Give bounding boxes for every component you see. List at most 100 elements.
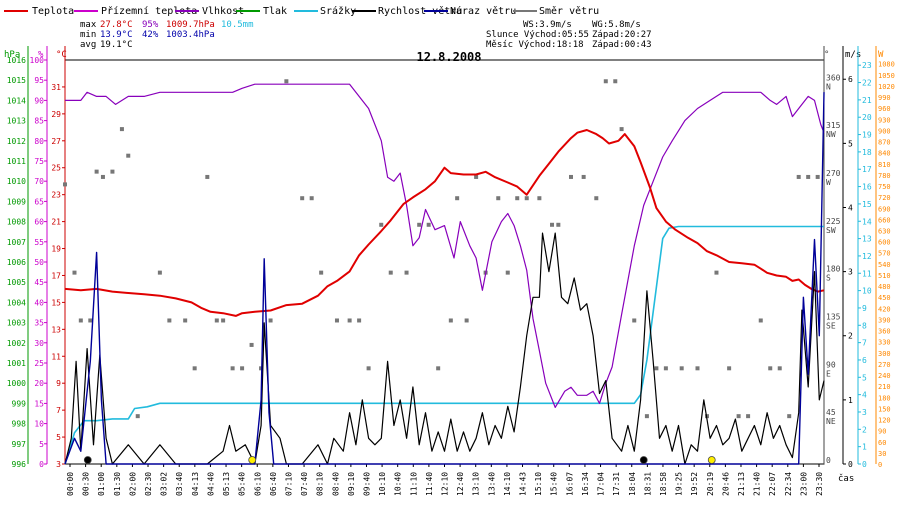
x-tick-label: 11:10 xyxy=(409,472,418,496)
rain-tick-label: 5 xyxy=(862,373,867,382)
direction-tick-label: 0 xyxy=(826,456,831,465)
temperature-tick-label: 7 xyxy=(56,406,61,415)
wind-direction-point xyxy=(379,222,384,227)
wind-direction-point xyxy=(63,182,67,187)
radiation-tick-label: 60 xyxy=(878,439,886,447)
wind-direction-point xyxy=(663,366,668,371)
wind-direction-point xyxy=(300,196,305,201)
x-tick-label: 06:10 xyxy=(253,472,262,496)
radiation-tick-label: 300 xyxy=(878,350,891,358)
stats-max-press: 1009.7hPa xyxy=(166,20,215,30)
humidity-tick-label: 35 xyxy=(34,319,44,328)
legend-label-teplota: Teplota xyxy=(32,6,74,17)
stats-max-temp: 27.8°C xyxy=(100,20,133,30)
direction-tick-dir: SE xyxy=(826,321,836,330)
rain-tick-label: 2 xyxy=(862,425,867,434)
wind-speed-line xyxy=(64,232,825,465)
wind-direction-point xyxy=(126,153,131,158)
temperature-tick-label: 13 xyxy=(51,325,61,334)
rain-tick-label: 15 xyxy=(862,200,872,209)
wind-direction-point xyxy=(417,222,422,227)
radiation-tick-label: 240 xyxy=(878,372,891,380)
wind-direction-point xyxy=(183,318,188,323)
x-tick-label: 15:10 xyxy=(534,472,543,496)
pressure-tick-label: 1005 xyxy=(7,278,26,287)
wind-direction-point xyxy=(347,318,352,323)
radiation-tick-label: 1020 xyxy=(878,83,895,91)
wind-direction-point xyxy=(249,342,254,347)
temperature-tick-label: 19 xyxy=(51,245,61,254)
wind-direction-point xyxy=(695,366,700,371)
stats-wg: WG:5.8m/s xyxy=(592,20,641,30)
wind-direction-point xyxy=(496,196,501,201)
temperature-tick-label: 9 xyxy=(56,379,61,388)
pressure-tick-label: 1009 xyxy=(7,197,26,206)
pressure-tick-label: 1010 xyxy=(7,177,26,186)
direction-tick-label: 180 xyxy=(826,265,841,274)
radiation-tick-label: 660 xyxy=(878,216,891,224)
humidity-tick-label: 40 xyxy=(34,298,44,307)
radiation-tick-label: 570 xyxy=(878,250,891,258)
rain-tick-label: 7 xyxy=(862,339,867,348)
rain-tick-label: 21 xyxy=(862,96,872,105)
pressure-tick-label: 1015 xyxy=(7,76,26,85)
radiation-tick-label: 1080 xyxy=(878,61,895,69)
series-layer xyxy=(64,83,825,465)
rain-tick-label: 23 xyxy=(862,61,872,70)
radiation-tick-label: 780 xyxy=(878,172,891,180)
temperature-tick-label: 15 xyxy=(51,298,61,307)
x-tick-label: 18:58 xyxy=(659,472,668,496)
legend-label-naraz-vetru: Náraz větru xyxy=(450,5,516,17)
radiation-tick-label: 120 xyxy=(878,417,891,425)
x-tick-label: 18:31 xyxy=(643,472,652,496)
wind-direction-point xyxy=(88,318,93,323)
pressure-tick-label: 1003 xyxy=(7,319,26,328)
x-tick-label: 13:10 xyxy=(472,472,481,496)
pressure-tick-label: 1006 xyxy=(7,258,26,267)
rain-tick-label: 22 xyxy=(862,79,872,88)
radiation-tick-label: 210 xyxy=(878,383,891,391)
rain-tick-label: 0 xyxy=(862,460,867,469)
wind-direction-point xyxy=(581,174,586,179)
radiation-tick-label: 480 xyxy=(878,283,891,291)
x-tick-label: 00:30 xyxy=(82,472,91,496)
sun-set-marker xyxy=(707,456,716,464)
x-tick-label: 19:52 xyxy=(690,472,699,496)
direction-tick-label: 45 xyxy=(826,408,836,417)
wind-direction-point xyxy=(167,318,172,323)
wind-direction-point xyxy=(259,366,264,371)
wind-direction-point xyxy=(815,174,820,179)
rain-tick-label: 10 xyxy=(862,287,872,296)
x-tick-label: 05:13 xyxy=(222,472,231,496)
radiation-tick-label: 1050 xyxy=(878,72,895,80)
pressure-tick-label: 1016 xyxy=(7,56,26,65)
plot-area xyxy=(64,59,825,465)
wind-direction-point xyxy=(230,366,235,371)
pressure-tick-label: 1007 xyxy=(7,238,26,247)
axis-unit-wind: m/s xyxy=(845,50,861,60)
temperature-line xyxy=(64,129,825,317)
wind-direction-point xyxy=(94,169,99,174)
wind-direction-point xyxy=(603,79,608,84)
wind-tick-label: 6 xyxy=(848,75,853,84)
wind-tick-label: 4 xyxy=(848,203,853,212)
humidity-tick-label: 20 xyxy=(34,379,44,388)
rain-tick-label: 19 xyxy=(862,131,872,140)
radiation-tick-label: 540 xyxy=(878,261,891,269)
x-tick-label: 19:25 xyxy=(675,472,684,496)
rain-tick-label: 13 xyxy=(862,235,872,244)
wind-direction-point xyxy=(214,318,219,323)
wind-direction-point xyxy=(746,414,751,419)
chart-title: 12.8.2008 xyxy=(416,50,481,64)
x-tick-label: 00:00 xyxy=(66,472,75,496)
rain-tick-label: 17 xyxy=(862,165,872,174)
stats-block: max 27.8°C 95% 1009.7hPa 10.5mm min 13.9… xyxy=(80,20,652,50)
wind-direction-point xyxy=(644,414,649,419)
pressure-tick-label: 1000 xyxy=(7,379,26,388)
radiation-tick-label: 630 xyxy=(878,227,891,235)
x-tick-label: 14:43 xyxy=(519,472,528,496)
wind-tick-label: 3 xyxy=(848,268,853,277)
x-tick-label: 10:40 xyxy=(394,472,403,496)
radiation-tick-label: 990 xyxy=(878,94,891,102)
